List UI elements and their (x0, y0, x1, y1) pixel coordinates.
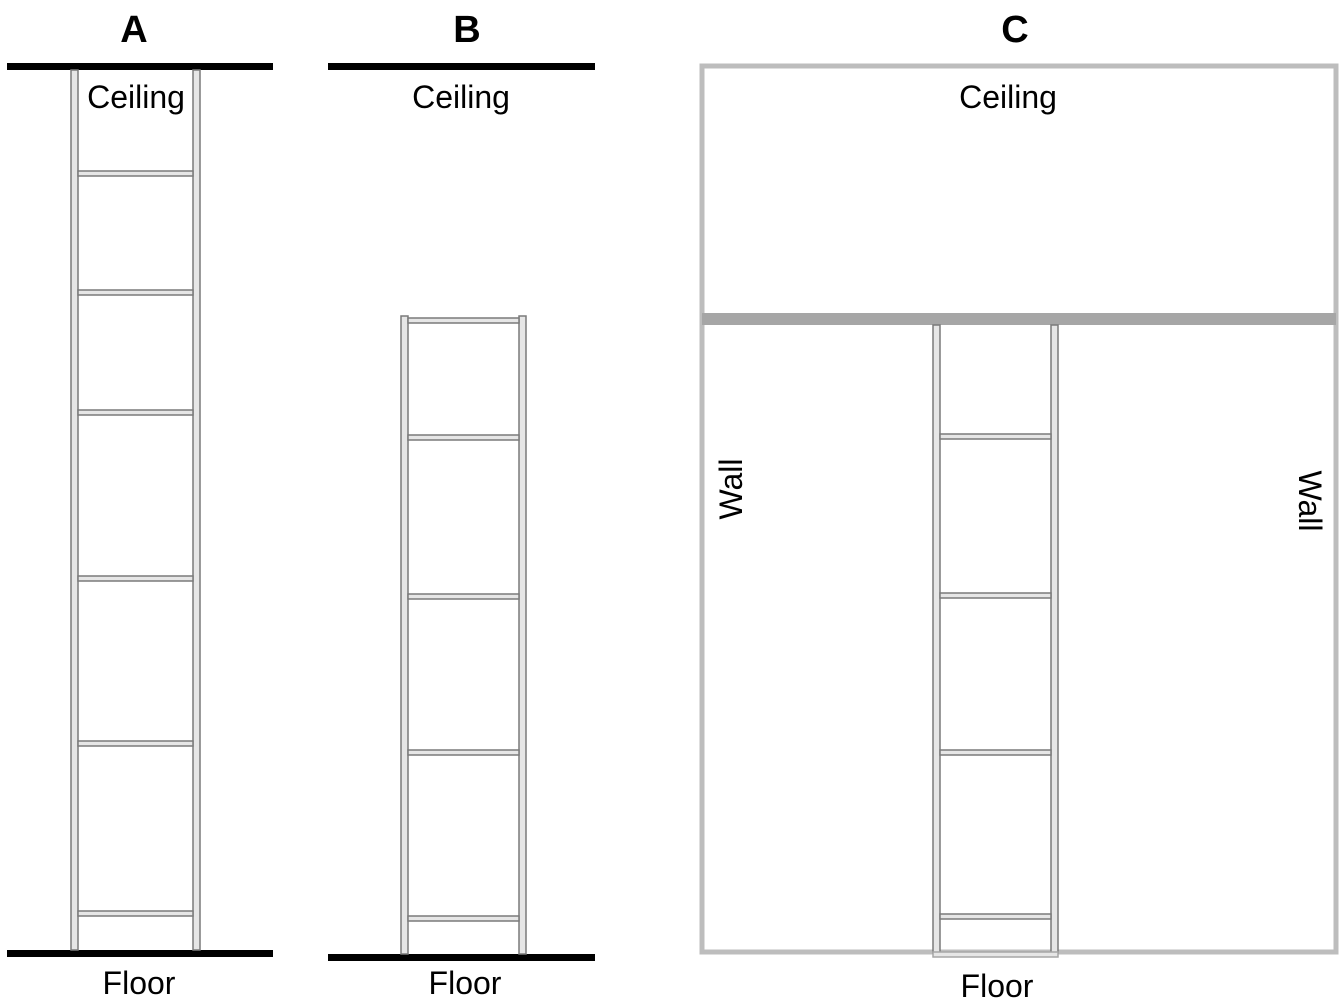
panel-a-ceiling-line (7, 63, 273, 70)
panel-c-label: C (1001, 9, 1028, 51)
panel-c-left-wall-label: Wall (713, 458, 749, 519)
panel-a-ceiling-label: Ceiling (87, 79, 185, 115)
panel-a-ladder (70, 69, 201, 951)
panel-c-rung (939, 749, 1052, 756)
panel-b-rung (407, 749, 520, 756)
panel-a-rung (77, 409, 194, 416)
panel-a: A Ceiling Floor (7, 9, 273, 1001)
panel-a-rung (77, 740, 194, 747)
panel-c-room-outline (699, 63, 1339, 955)
panel-b-floor-line (328, 954, 595, 961)
panel-b-label: B (453, 9, 480, 51)
panel-b-ceiling-line (328, 63, 595, 70)
panel-c: C Ceiling Floor Wall Wall (699, 9, 1339, 1004)
panel-b-ladder (400, 315, 527, 955)
panel-c-floor-label: Floor (961, 968, 1034, 1002)
panel-a-rung (77, 289, 194, 296)
panel-b-rung (407, 593, 520, 600)
panel-c-right-wall-label: Wall (1292, 470, 1328, 531)
panel-a-floor-label: Floor (103, 965, 176, 1001)
panel-a-rung (77, 575, 194, 582)
panel-b: B Ceiling Floor (328, 9, 595, 1001)
panel-b-ceiling-label: Ceiling (412, 79, 510, 115)
panel-c-rung (939, 913, 1052, 920)
panel-b-rung (407, 915, 520, 922)
panel-c-ledge (702, 313, 1336, 325)
panel-c-ladder (932, 324, 1059, 958)
panel-a-rung (77, 910, 194, 917)
panel-a-rung (77, 170, 194, 177)
panel-b-rung (407, 434, 520, 441)
panel-c-ceiling-label: Ceiling (959, 79, 1057, 115)
panel-b-floor-label: Floor (429, 965, 502, 1001)
panel-a-label: A (120, 9, 147, 51)
panel-a-floor-line (7, 950, 273, 957)
panel-c-rung (939, 433, 1052, 440)
panel-b-rung (407, 317, 520, 324)
panel-c-rung (939, 592, 1052, 599)
